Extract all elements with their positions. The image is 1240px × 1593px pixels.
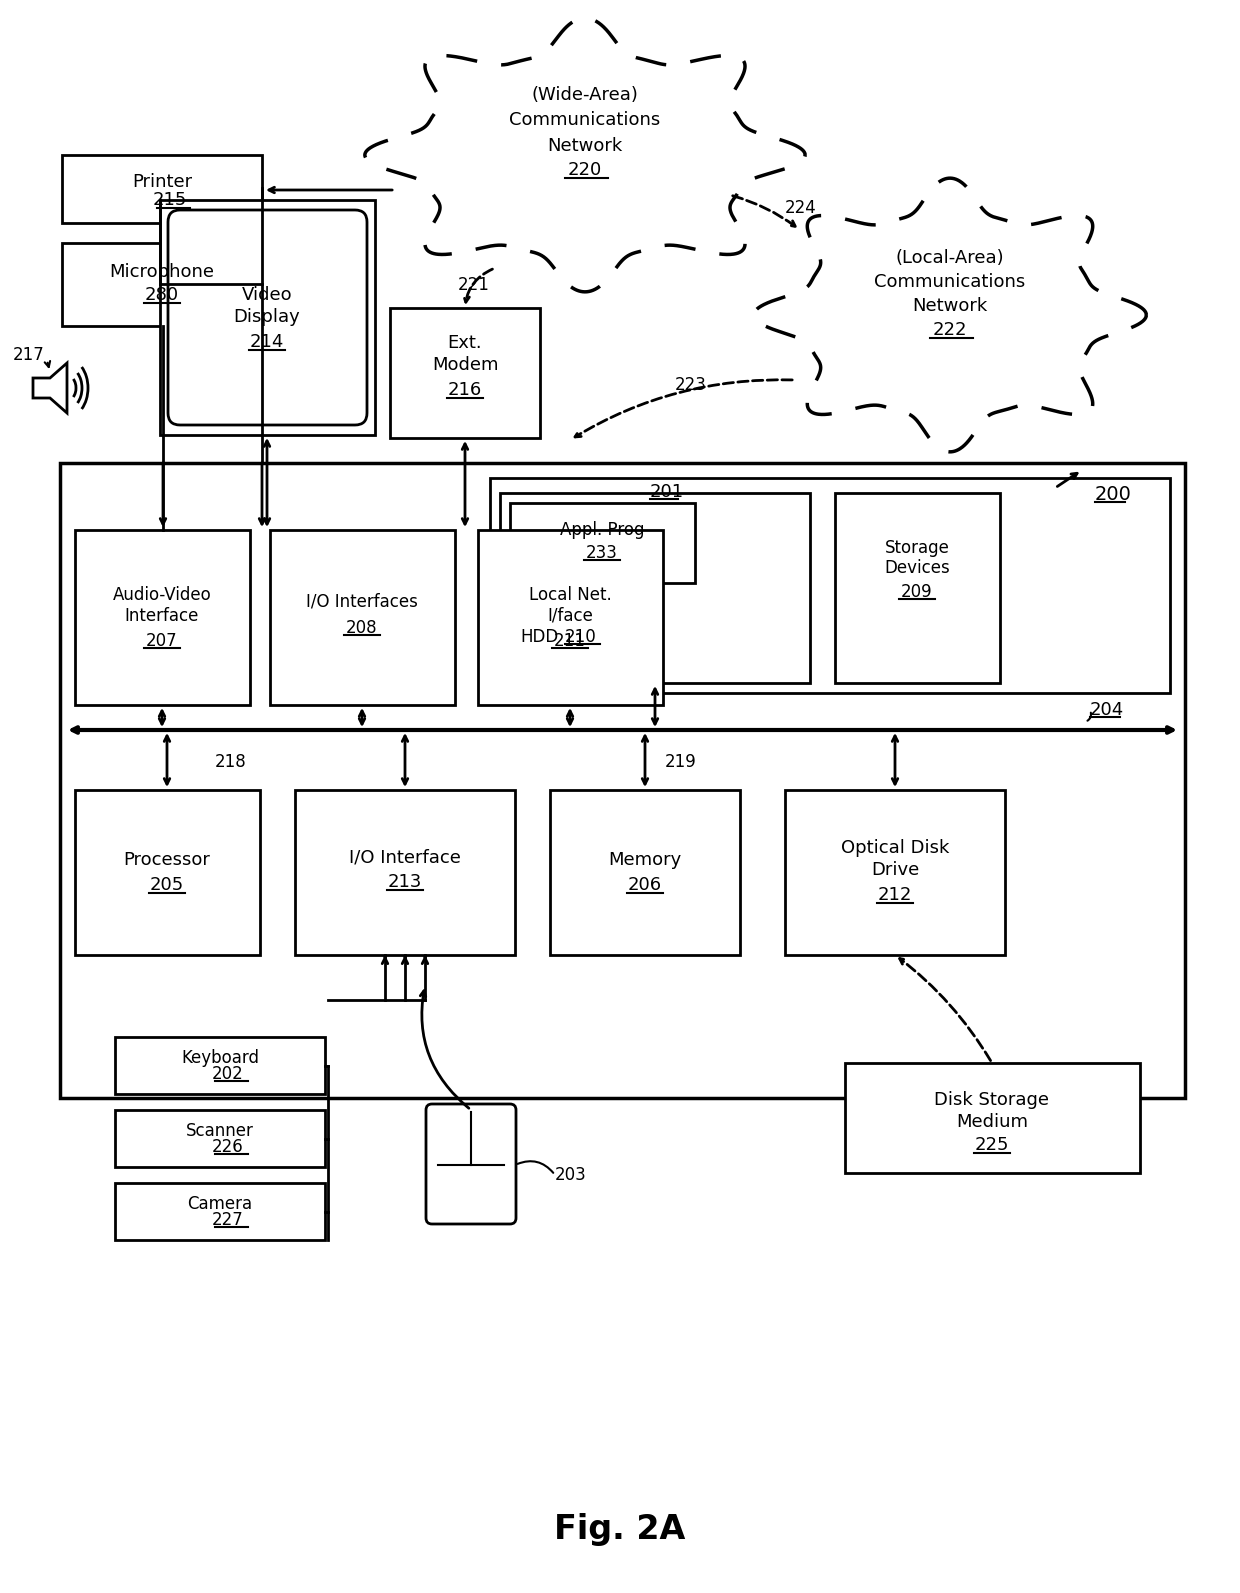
Bar xyxy=(477,530,663,706)
Text: 220: 220 xyxy=(568,161,603,178)
Text: Local Net.: Local Net. xyxy=(528,586,611,604)
Text: Communications: Communications xyxy=(510,112,661,129)
Text: 280: 280 xyxy=(145,287,179,304)
Text: I/O Interfaces: I/O Interfaces xyxy=(306,593,418,610)
Text: 210: 210 xyxy=(565,628,596,647)
Bar xyxy=(490,478,1171,693)
Text: 203: 203 xyxy=(556,1166,587,1184)
Text: 209: 209 xyxy=(901,583,932,601)
Bar xyxy=(115,1037,325,1094)
Bar xyxy=(510,503,694,583)
Bar xyxy=(785,790,1004,954)
Bar xyxy=(62,244,262,327)
Text: Camera: Camera xyxy=(187,1195,253,1212)
Text: Network: Network xyxy=(913,296,987,315)
Text: Network: Network xyxy=(547,137,622,155)
Text: Memory: Memory xyxy=(609,851,682,870)
Text: Processor: Processor xyxy=(124,851,211,870)
Text: 200: 200 xyxy=(1095,486,1132,505)
Text: 233: 233 xyxy=(587,543,618,562)
Text: 214: 214 xyxy=(249,333,284,350)
Text: (Local-Area): (Local-Area) xyxy=(895,249,1004,268)
Text: Video: Video xyxy=(242,287,293,304)
FancyBboxPatch shape xyxy=(427,1104,516,1223)
Bar xyxy=(160,201,374,435)
Text: 211: 211 xyxy=(554,632,587,650)
Text: (Wide-Area): (Wide-Area) xyxy=(532,86,639,104)
Text: Keyboard: Keyboard xyxy=(181,1050,259,1067)
Text: Optical Disk: Optical Disk xyxy=(841,840,949,857)
Text: Ext.: Ext. xyxy=(448,335,482,352)
Text: HDD: HDD xyxy=(520,628,558,647)
Bar xyxy=(835,492,999,683)
Text: 221: 221 xyxy=(458,276,490,295)
Text: 217: 217 xyxy=(14,346,45,363)
Bar xyxy=(74,790,260,954)
Bar xyxy=(62,155,262,223)
Bar xyxy=(115,1110,325,1168)
Text: Printer: Printer xyxy=(131,174,192,191)
Text: Microphone: Microphone xyxy=(109,263,215,280)
Text: 212: 212 xyxy=(878,886,913,903)
Bar xyxy=(270,530,455,706)
Text: Devices: Devices xyxy=(884,559,950,577)
Bar xyxy=(60,464,1185,1098)
Text: Modem: Modem xyxy=(432,355,498,374)
Text: 216: 216 xyxy=(448,381,482,398)
Bar xyxy=(844,1063,1140,1172)
Text: 201: 201 xyxy=(650,483,684,502)
Text: 222: 222 xyxy=(932,322,967,339)
Text: 208: 208 xyxy=(346,620,378,637)
Text: 204: 204 xyxy=(1090,701,1125,718)
Text: Scanner: Scanner xyxy=(186,1121,254,1141)
FancyBboxPatch shape xyxy=(167,210,367,425)
Text: 205: 205 xyxy=(150,876,184,894)
Text: Drive: Drive xyxy=(870,860,919,879)
Text: 215: 215 xyxy=(153,191,187,209)
Text: Communications: Communications xyxy=(874,272,1025,292)
Bar xyxy=(115,1184,325,1239)
Text: 224: 224 xyxy=(785,199,817,217)
Bar xyxy=(551,790,740,954)
Text: 223: 223 xyxy=(675,376,707,393)
Bar xyxy=(295,790,515,954)
Text: Appl. Prog: Appl. Prog xyxy=(559,521,645,538)
Text: 227: 227 xyxy=(212,1211,244,1230)
Text: Audio-Video: Audio-Video xyxy=(113,586,211,604)
Polygon shape xyxy=(33,363,67,413)
Bar xyxy=(74,530,250,706)
Text: Disk Storage: Disk Storage xyxy=(935,1091,1049,1109)
Text: 207: 207 xyxy=(146,632,177,650)
Text: I/face: I/face xyxy=(547,607,593,624)
Text: Fig. 2A: Fig. 2A xyxy=(554,1513,686,1547)
Text: 218: 218 xyxy=(215,753,247,771)
Text: Storage: Storage xyxy=(884,538,950,558)
Text: 202: 202 xyxy=(212,1066,244,1083)
Text: Display: Display xyxy=(233,307,300,327)
Text: Interface: Interface xyxy=(125,607,200,624)
Text: 219: 219 xyxy=(665,753,697,771)
Text: 226: 226 xyxy=(212,1137,244,1157)
Bar xyxy=(500,492,810,683)
Text: 213: 213 xyxy=(388,873,422,890)
Text: Medium: Medium xyxy=(956,1114,1028,1131)
Text: 225: 225 xyxy=(975,1136,1009,1153)
Text: 206: 206 xyxy=(627,876,662,894)
Text: I/O Interface: I/O Interface xyxy=(350,849,461,867)
Bar xyxy=(391,307,539,438)
